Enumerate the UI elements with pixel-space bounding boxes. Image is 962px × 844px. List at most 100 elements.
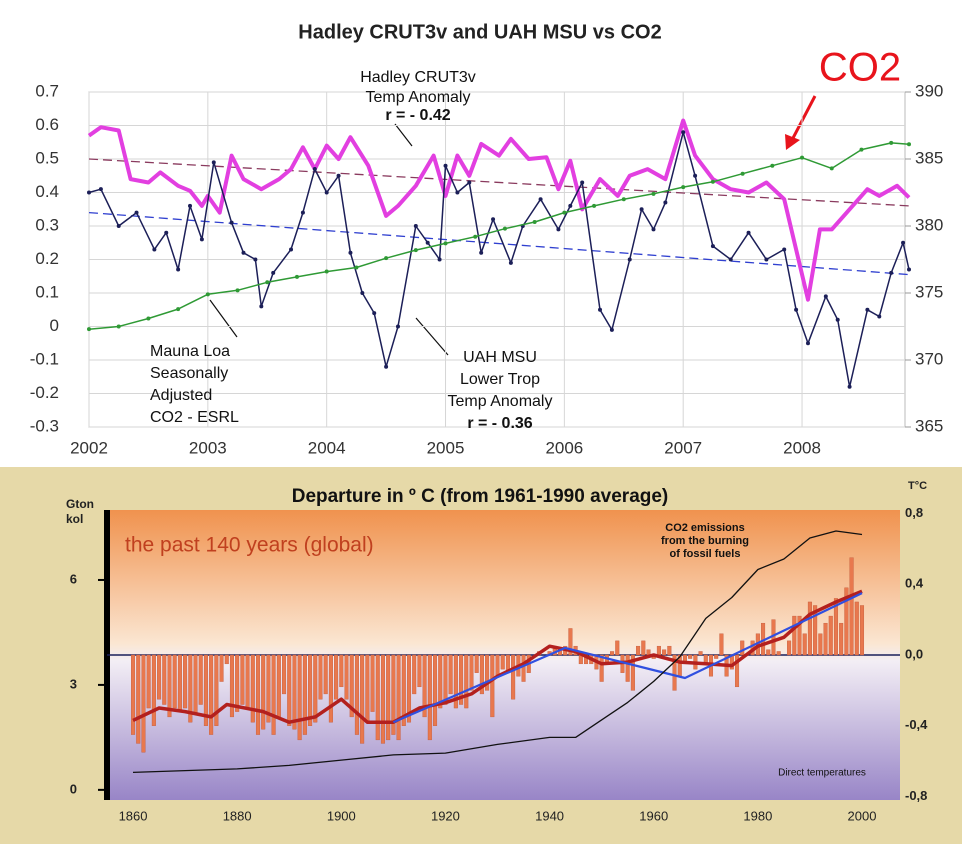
y-tick-label: 0.1 xyxy=(35,282,59,301)
bar xyxy=(302,654,307,735)
y-tick-label: 0.6 xyxy=(35,115,59,134)
data-point xyxy=(312,167,317,172)
data-point xyxy=(395,324,400,329)
bar xyxy=(292,654,297,730)
data-point xyxy=(324,190,329,195)
data-point xyxy=(502,226,507,231)
bar xyxy=(776,651,781,656)
data-point xyxy=(681,130,686,135)
bar xyxy=(360,654,365,744)
bar xyxy=(490,654,495,718)
data-point xyxy=(681,185,686,190)
bar xyxy=(365,654,370,723)
data-point xyxy=(609,327,614,332)
bar xyxy=(177,654,182,712)
bar xyxy=(828,615,833,656)
y-tick-label: -0.1 xyxy=(30,349,59,368)
data-point xyxy=(336,173,341,178)
y-tick-label: 0.7 xyxy=(35,81,59,100)
bar xyxy=(297,654,302,741)
bar xyxy=(641,640,646,656)
bar xyxy=(375,654,380,741)
data-point xyxy=(265,280,270,285)
bar xyxy=(141,654,146,753)
annotation: of fossil fuels xyxy=(670,548,741,560)
bar xyxy=(474,654,479,673)
bar xyxy=(698,651,703,656)
y-tick-label: 0.5 xyxy=(35,148,59,167)
bar xyxy=(396,654,401,741)
bar xyxy=(485,654,490,691)
x-tick-label: 1980 xyxy=(743,808,772,823)
data-point xyxy=(835,317,840,322)
x-tick-label: 1940 xyxy=(535,808,564,823)
data-point xyxy=(229,220,234,225)
data-point xyxy=(294,274,299,279)
y-tick-label: -0.3 xyxy=(30,416,59,435)
data-point xyxy=(413,224,418,228)
bar xyxy=(511,654,516,700)
annotation-arrow xyxy=(394,123,413,147)
bar xyxy=(266,654,271,723)
annotation: CO2 emissions xyxy=(665,522,744,534)
data-point xyxy=(479,250,484,255)
bar xyxy=(807,601,812,656)
bar xyxy=(146,654,151,709)
bar xyxy=(667,645,672,656)
data-point xyxy=(425,240,430,245)
bar xyxy=(323,654,328,695)
data-point xyxy=(907,142,911,147)
bar xyxy=(417,654,422,688)
data-point xyxy=(199,237,204,242)
trend-line xyxy=(88,158,910,207)
data-point xyxy=(865,307,870,312)
data-point xyxy=(562,210,567,215)
data-point xyxy=(538,197,543,202)
bar xyxy=(802,633,807,656)
data-point xyxy=(829,166,834,171)
data-point xyxy=(746,230,751,235)
data-line xyxy=(392,592,863,724)
y-tick-label: 6 xyxy=(70,571,77,586)
x-tick-label: 2000 xyxy=(848,808,877,823)
data-line xyxy=(87,118,911,302)
x-tick-label: 1880 xyxy=(223,808,252,823)
data-point xyxy=(907,267,911,272)
bar xyxy=(495,654,500,677)
bar xyxy=(792,615,797,656)
data-point xyxy=(437,257,442,262)
bar xyxy=(406,654,412,723)
bar xyxy=(714,654,719,659)
data-point xyxy=(568,203,573,208)
data-point xyxy=(693,173,698,178)
bar xyxy=(412,654,417,695)
data-point xyxy=(877,314,882,319)
data-point xyxy=(805,341,810,346)
bar xyxy=(740,640,745,656)
y-tick-label: 0.2 xyxy=(35,249,59,268)
bar xyxy=(380,654,385,744)
data-point xyxy=(87,327,91,332)
bar xyxy=(349,654,354,718)
data-point xyxy=(889,270,894,275)
annotation: Hadley CRUT3v xyxy=(360,69,476,86)
bar xyxy=(172,654,177,709)
data-point xyxy=(152,247,157,252)
data-point xyxy=(782,247,787,252)
data-point xyxy=(473,234,478,239)
data-point xyxy=(176,307,181,312)
y-axis-label: kol xyxy=(66,512,83,526)
y-tick-label: 0.4 xyxy=(35,182,59,201)
co2-arrow xyxy=(790,95,817,141)
bar xyxy=(615,640,620,656)
bar xyxy=(500,654,505,670)
y2-tick-label: 380 xyxy=(915,215,943,234)
bar xyxy=(245,654,250,709)
bar xyxy=(240,654,245,705)
y2-tick-label: 370 xyxy=(915,349,943,368)
annotation: Seasonally xyxy=(150,365,228,382)
x-tick-label: 2005 xyxy=(427,438,465,457)
data-point xyxy=(556,227,561,232)
